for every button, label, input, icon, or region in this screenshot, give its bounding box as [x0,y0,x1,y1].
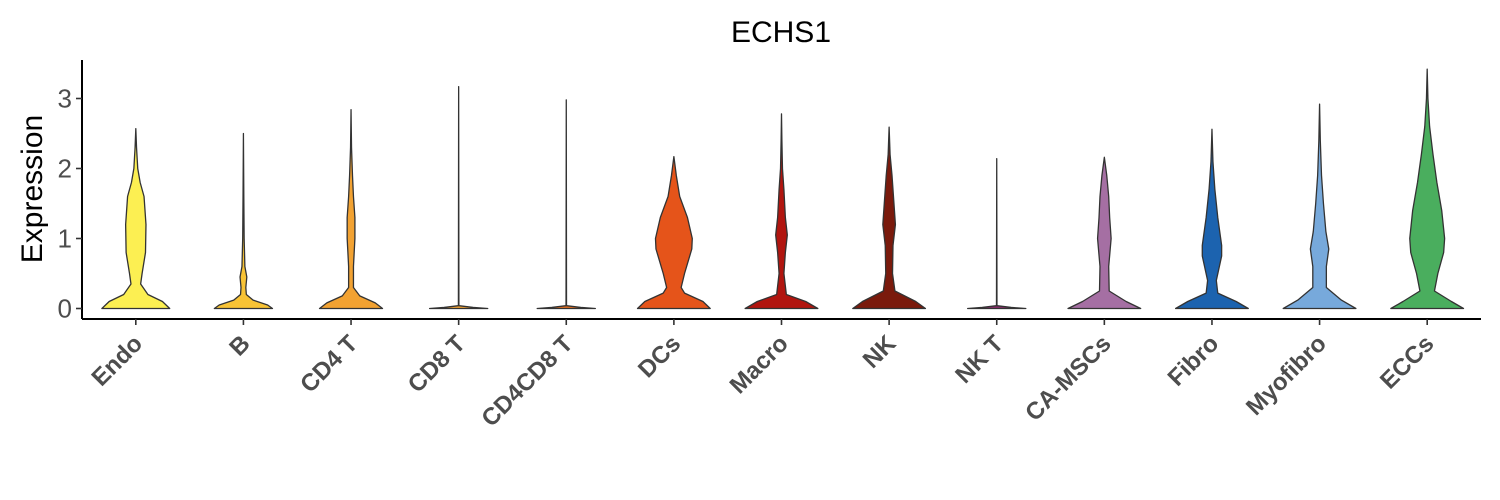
violin-cd8-t [428,85,489,310]
x-tick-label: ECCs [1375,330,1439,394]
violin-ca-mscs [1067,156,1142,310]
x-tick-label: Fibro [1163,330,1225,392]
violin-nk-t [967,158,1027,310]
x-tick-label: CD8 T [403,330,471,398]
y-tick-label: 0 [58,294,72,324]
violin-fibro [1174,128,1249,310]
violin-cd4cd8-t [536,99,596,310]
violin-b [213,132,274,310]
violin-macro [744,113,819,310]
x-tick-label: CD4 T [295,330,363,398]
violin-cd4-t [318,109,384,310]
y-axis-ticks: 0 1 2 3 [58,84,82,324]
violin-nk [852,126,927,310]
violin-group [101,68,1465,310]
x-tick-label: NK T [950,330,1009,389]
x-tick-label: Endo [87,330,149,392]
chart-title: ECHS1 [731,16,831,49]
x-tick-label: B [224,330,255,361]
y-axis-label: Expression [16,115,49,263]
x-tick-label: Macro [725,330,794,399]
x-axis-ticks: Endo B CD4 T CD8 T CD4CD8 T DCs Macro NK NK T CA-… [87,319,1439,432]
x-tick-label: NK [858,330,902,374]
x-tick-label: DCs [633,330,686,383]
y-tick-label: 3 [58,84,72,114]
violin-dcs [636,155,711,310]
x-tick-label: CD4CD8 T [476,330,578,432]
y-tick-label: 2 [58,154,72,184]
violin-endo [101,127,171,310]
x-tick-label: Myofibro [1241,330,1332,421]
x-tick-label: CA-MSCs [1020,330,1116,426]
violin-eccs [1390,68,1465,310]
y-tick-label: 1 [58,224,72,254]
violin-myofibro [1282,103,1357,310]
